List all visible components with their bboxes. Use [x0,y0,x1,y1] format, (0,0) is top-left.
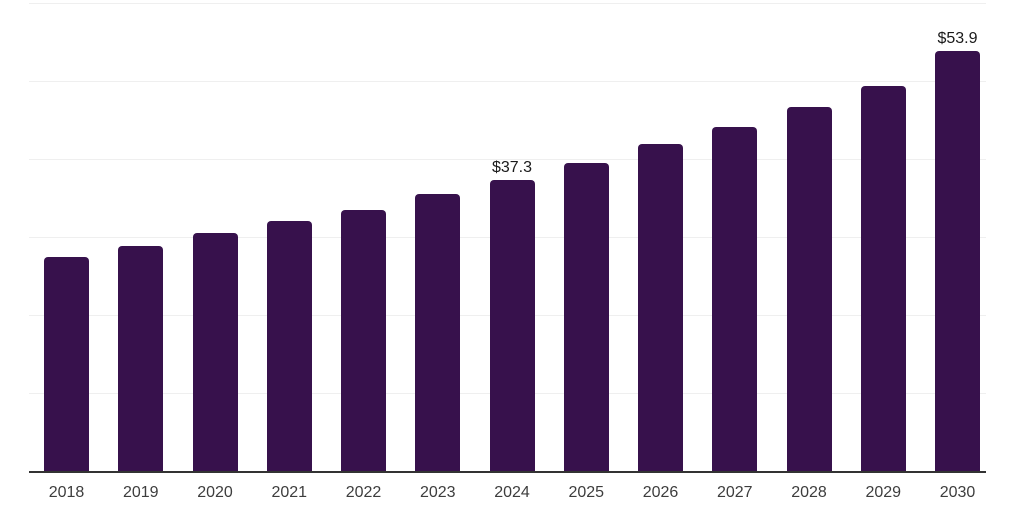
bar-2019 [118,245,164,471]
bar-2027 [712,127,758,471]
bar-2021 [266,221,312,471]
x-tick-label-2027: 2027 [716,484,753,501]
value-label-2024: $37.3 [491,159,533,177]
x-tick-label-2029: 2029 [865,484,902,501]
bar-2022 [341,209,386,471]
bar-2030 [935,50,980,471]
plot-area: 2018 2019 2020 2021 2022 2023 2024 2025 2026 2027… [29,0,986,512]
bar-2029 [860,85,906,471]
bar-2024 [489,180,535,471]
x-tick-label-2026: 2026 [642,484,679,501]
x-tick-label-2018: 2018 [48,484,85,501]
bar-2020 [192,233,238,471]
x-tick-label-2020: 2020 [197,484,233,501]
x-tick-label-2023: 2023 [419,484,456,501]
value-label-2030: $53.9 [937,29,978,47]
bar-2026 [638,144,683,471]
x-tick-label-2028: 2028 [791,484,827,501]
x-tick-label-2025: 2025 [568,484,605,501]
x-tick-label-2024: 2024 [494,484,530,501]
bar-2028 [786,106,832,471]
bar-2018 [44,257,89,471]
gridline [29,81,986,82]
bar-2025 [563,162,609,471]
x-tick-label-2019: 2019 [122,484,159,501]
x-tick-label-2030: 2030 [939,484,976,501]
x-tick-label-2022: 2022 [345,484,382,501]
x-tick-label-2021: 2021 [271,484,308,501]
gridline [29,159,986,160]
gridline [29,3,986,4]
bar-2023 [415,194,461,471]
x-axis-line [29,471,986,473]
